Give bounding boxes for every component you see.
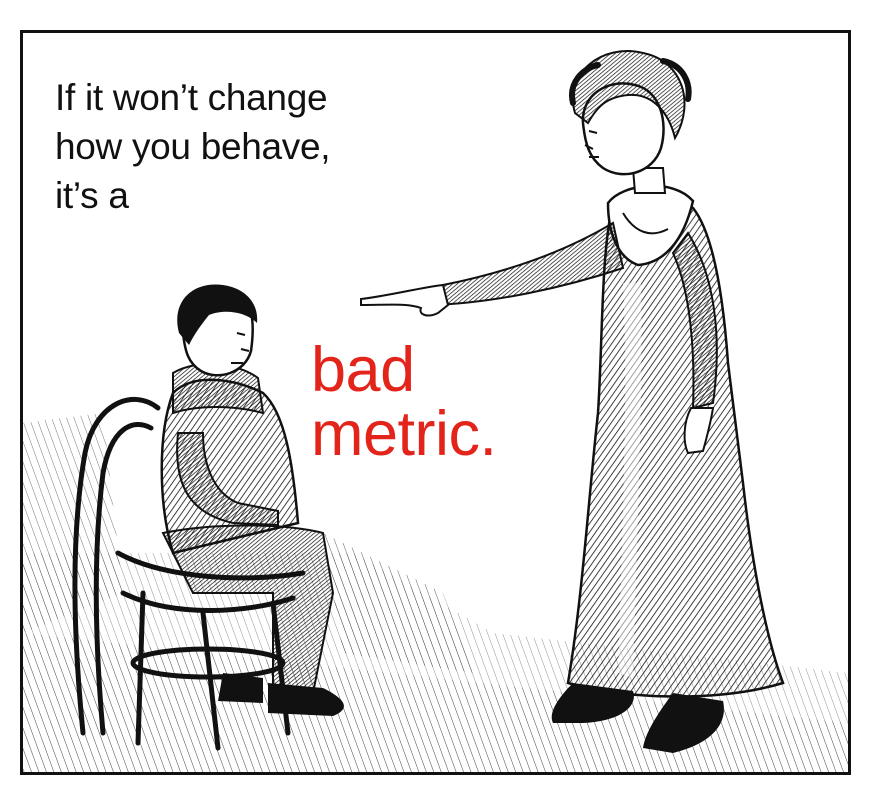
caption-line-1: If it won’t change	[55, 77, 328, 118]
pointing-woman	[360, 50, 785, 753]
caption-emphasis-line-2: metric.	[311, 399, 497, 469]
caption-emphasis: bad metric.	[311, 338, 497, 466]
caption-line-2: how you behave,	[55, 126, 331, 167]
seated-boy	[160, 284, 344, 716]
caption-emphasis-line-1: bad	[311, 335, 415, 405]
caption-top: If it won’t change how you behave, it’s …	[55, 73, 435, 220]
illustration-frame: If it won’t change how you behave, it’s …	[20, 30, 851, 775]
caption-line-3: it’s a	[55, 175, 129, 216]
vintage-engraving-illustration	[23, 50, 848, 772]
